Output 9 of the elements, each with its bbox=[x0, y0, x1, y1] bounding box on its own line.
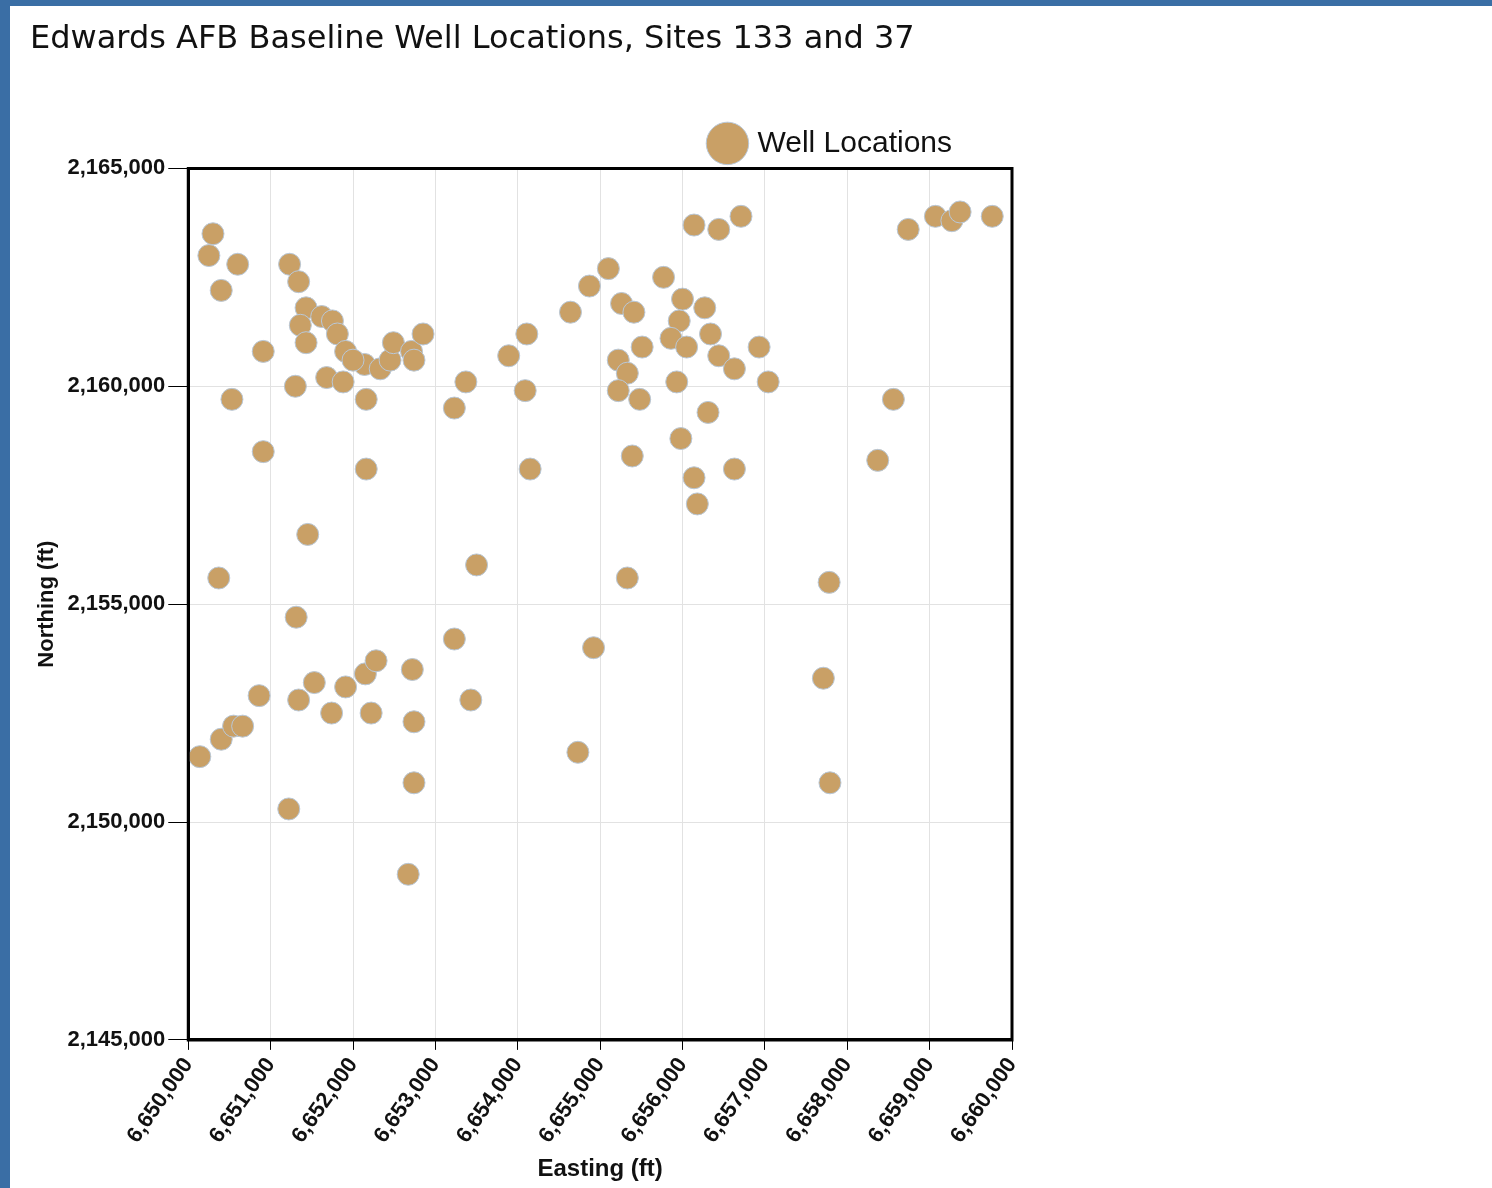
y-tick-label: 2,165,000 bbox=[67, 154, 166, 180]
y-tick-label: 2,155,000 bbox=[67, 590, 166, 616]
y-tick-label: 2,160,000 bbox=[67, 372, 166, 398]
x-axis-title: Easting (ft) bbox=[537, 1154, 663, 1182]
y-tick-label: 2,150,000 bbox=[67, 808, 166, 834]
legend-label: Well Locations bbox=[757, 124, 952, 158]
chart-title: Edwards AFB Baseline Well Locations, Sites 133 and 37 bbox=[30, 17, 915, 56]
y-tick-label: 2,145,000 bbox=[67, 1025, 166, 1051]
y-axis-title: Northing (ft) bbox=[33, 540, 59, 668]
